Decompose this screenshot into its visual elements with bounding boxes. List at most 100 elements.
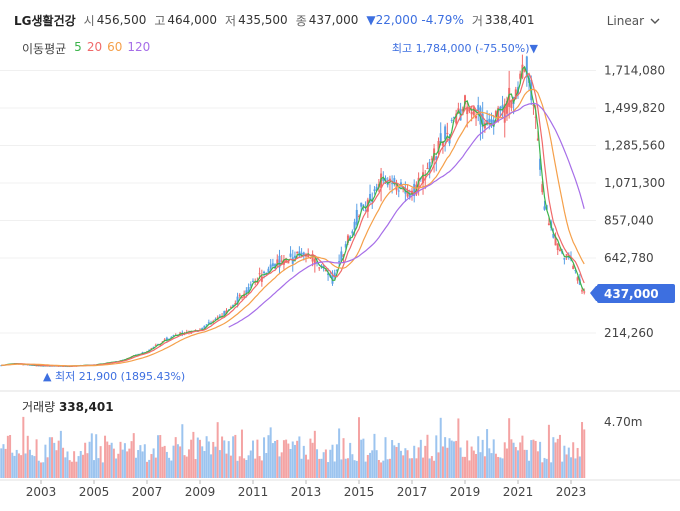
y-tick-label: 1,071,300 (604, 176, 665, 190)
candle-body (35, 365, 38, 367)
volume-bar (154, 457, 157, 478)
candle-body (565, 254, 568, 256)
volume-panel-value: 338,401 (58, 400, 114, 414)
candle-body (269, 264, 272, 269)
volume-bar (40, 462, 42, 478)
stock-name: LG생활건강 (14, 13, 76, 28)
candle-body (437, 140, 440, 152)
x-tick-label: 2015 (344, 485, 375, 499)
volume-bar (547, 424, 550, 478)
volume-bar (430, 456, 433, 478)
candle-body (333, 272, 336, 277)
volume-bar (6, 435, 9, 478)
candle-body (494, 111, 497, 117)
volume-bar (168, 457, 171, 478)
low-label: 저 (225, 13, 237, 28)
ma-120-label[interactable]: 120 (127, 40, 151, 54)
candle-body (362, 204, 365, 206)
volume-bar (170, 460, 173, 478)
candle-body (391, 183, 394, 185)
volume-bar (57, 440, 60, 478)
candle-body (249, 284, 252, 286)
volume-bar (55, 450, 58, 478)
scale-select[interactable]: Linear (607, 14, 660, 28)
volume-bar (302, 445, 305, 478)
volume-bar (93, 460, 95, 478)
volume-bar (212, 441, 215, 478)
volume-bar (399, 450, 402, 478)
volume-bar (411, 458, 413, 478)
volume-bar (141, 451, 144, 478)
volume-bar (187, 449, 190, 478)
volume-bar (298, 436, 301, 478)
close-value: 437,000 (308, 13, 359, 27)
volume-bar (450, 440, 453, 478)
candle-body (497, 107, 500, 122)
ma-60-line (1, 88, 585, 367)
candle-body (461, 108, 464, 112)
candle-body (282, 259, 285, 265)
volume-bar (472, 450, 475, 478)
candle-body (393, 178, 396, 184)
ma-5-label[interactable]: 5 (74, 40, 82, 54)
volume-bar (112, 448, 115, 478)
volume-bar (13, 455, 16, 478)
candle-body (172, 335, 175, 337)
candle-body (408, 193, 411, 198)
candle-body (470, 112, 473, 115)
candle-body (543, 206, 546, 210)
volume-bar (570, 457, 572, 478)
volume-bar (441, 446, 444, 478)
volume-bar (316, 449, 319, 478)
candle-body (296, 252, 299, 254)
volume-bar (225, 453, 228, 478)
candle-body (338, 261, 341, 263)
volume-bar (349, 442, 352, 478)
volume-bar (362, 438, 365, 478)
volume-bar (380, 462, 383, 478)
volume-bar (470, 446, 473, 478)
x-tick-label: 2011 (238, 485, 269, 499)
ma-60-label[interactable]: 60 (107, 40, 123, 54)
volume-bar (267, 435, 270, 478)
volume-bar (207, 441, 210, 478)
volume-bar (132, 433, 135, 478)
volume-bar (375, 450, 378, 478)
volume-bar (221, 436, 224, 478)
last-price-label: 437,000 (604, 287, 659, 301)
volume-bar (342, 438, 345, 478)
ma-20-label[interactable]: 20 (86, 40, 103, 54)
volume-bar (106, 441, 109, 478)
candle-body (397, 190, 400, 192)
volume-bar (395, 446, 398, 478)
y-tick-label: 1,285,560 (604, 139, 665, 153)
volume-bar (238, 456, 241, 478)
candle-body (541, 184, 544, 193)
chevron-down-icon (650, 18, 660, 24)
candle-body (483, 122, 486, 129)
candle-body (247, 286, 250, 293)
volume-bar (419, 439, 422, 478)
volume-bar (481, 439, 484, 478)
volume-bar (331, 444, 334, 478)
volume-bar (327, 462, 330, 478)
candle-body (154, 344, 157, 346)
volume-bar (353, 460, 356, 478)
volume-bar (232, 436, 235, 478)
volume-bar (581, 422, 584, 478)
volume-bar (77, 456, 80, 478)
volume-bar (552, 437, 555, 478)
volume-bar (31, 455, 34, 478)
volume-bar (128, 448, 131, 478)
volume-bar (203, 450, 206, 478)
candle-body (399, 182, 402, 187)
volume-bar (517, 450, 519, 478)
candle-body (384, 177, 387, 182)
candle-body (229, 307, 232, 309)
volume-bar (252, 440, 254, 478)
volume-tick: 4.70m (604, 415, 642, 429)
candle-body (464, 95, 466, 105)
volume-bar (532, 439, 535, 478)
volume-bar (227, 441, 230, 478)
